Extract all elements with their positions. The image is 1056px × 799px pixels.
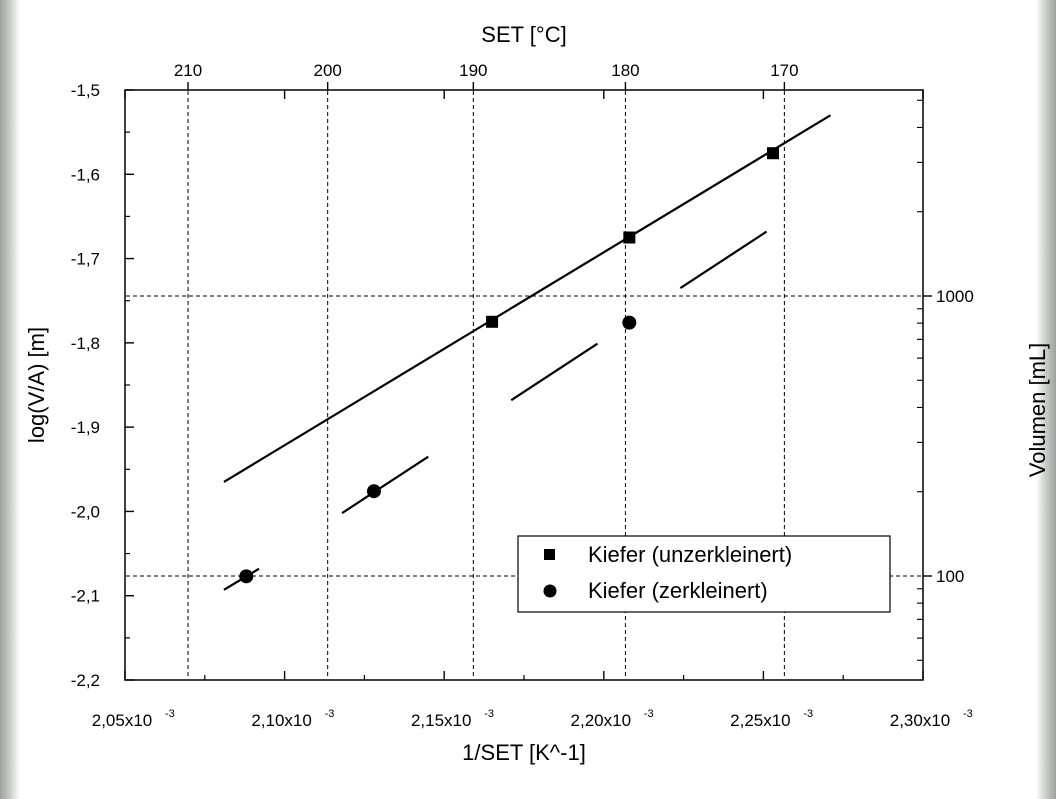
x-tick-label: 2,20x10	[571, 711, 632, 730]
legend-label-zerkleinert: Kiefer (zerkleinert)	[588, 578, 768, 603]
legend-box	[517, 535, 891, 613]
legend-marker-square	[544, 549, 555, 560]
legend-label-unzerkleinert: Kiefer (unzerkleinert)	[588, 542, 792, 567]
top-axis-tick-label: 190	[459, 61, 487, 80]
y-tick-label: -2,1	[71, 587, 100, 606]
data-point-circle	[239, 569, 254, 584]
top-axis-tick-label: 170	[770, 61, 798, 80]
x-tick-label-exponent: -3	[165, 708, 175, 720]
y-tick-label: -2,0	[71, 502, 100, 521]
fit-line-series-1	[341, 455, 429, 515]
y2-axis-label: Volumen [mL]	[1025, 343, 1050, 478]
x-tick-label: 2,10x10	[251, 711, 312, 730]
fit-line-series-1	[679, 230, 768, 289]
x-tick-label-exponent: -3	[803, 708, 813, 720]
top-axis-tick-label: 180	[611, 61, 639, 80]
x-tick-label: 2,30x10	[890, 711, 951, 730]
fit-line-series-0	[223, 114, 832, 483]
y-axis-label: log(V/A) [m]	[24, 327, 49, 443]
x-tick-label: 2,05x10	[92, 711, 153, 730]
fit-line-series-1	[510, 342, 599, 402]
x-tick-label-exponent: -3	[644, 708, 654, 720]
data-point-circle	[622, 315, 637, 330]
legend-marker-circle	[543, 584, 557, 598]
top-axis-tick-label: 210	[174, 61, 202, 80]
right-axis-tick-label: 1000	[936, 287, 974, 306]
x-tick-label: 2,15x10	[411, 711, 472, 730]
x-axis-label: 1/SET [K^-1]	[462, 740, 586, 765]
data-point-square	[486, 315, 499, 328]
y-tick-label: -2,2	[71, 671, 100, 690]
right-axis-tick-label: 100	[936, 567, 964, 586]
data-point-circle	[366, 484, 381, 499]
axis-ticks: 2,05x10 -3 2,10x10 -3 2,15x10 -3 2,20x10 -3 2,25…	[71, 61, 974, 730]
y-tick-label: -1,8	[71, 334, 100, 353]
x-tick-label-exponent: -3	[484, 708, 494, 720]
data-point-square	[623, 231, 636, 244]
legend: Kiefer (unzerkleinert) Kiefer (zerkleine…	[517, 535, 891, 613]
y-tick-label: -1,9	[71, 418, 100, 437]
y-tick-label: -1,7	[71, 250, 100, 269]
data-layer	[223, 114, 832, 591]
y-tick-label: -1,5	[71, 81, 100, 100]
x2-axis-label: SET [°C]	[481, 22, 566, 47]
top-axis-tick-label: 200	[313, 61, 341, 80]
x-tick-label-exponent: -3	[963, 708, 973, 720]
x-tick-label: 2,25x10	[730, 711, 791, 730]
x-tick-label-exponent: -3	[325, 708, 335, 720]
data-point-square	[766, 147, 779, 160]
y-tick-label: -1,6	[71, 165, 100, 184]
